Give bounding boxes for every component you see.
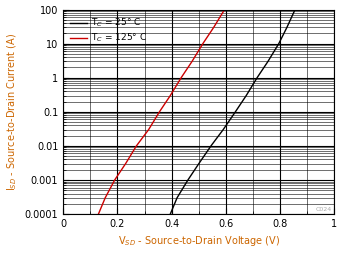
T$_C$ = 25° C xyxy=(293,8,297,11)
T$_C$ = 125° C xyxy=(134,144,139,147)
Line: T$_C$ = 25° C: T$_C$ = 25° C xyxy=(170,10,295,214)
Y-axis label: I$_{SD}$ - Source-to-Drain Current (A): I$_{SD}$ - Source-to-Drain Current (A) xyxy=(5,33,19,191)
T$_C$ = 25° C xyxy=(221,128,225,131)
T$_C$ = 25° C xyxy=(277,42,281,45)
T$_C$ = 125° C xyxy=(168,94,173,97)
T$_C$ = 25° C xyxy=(244,94,248,97)
T$_C$ = 25° C xyxy=(197,162,201,165)
T$_C$ = 25° C xyxy=(168,213,173,216)
T$_C$ = 25° C xyxy=(209,144,213,147)
Text: C024: C024 xyxy=(316,207,332,212)
T$_C$ = 125° C xyxy=(157,110,162,113)
T$_C$ = 25° C xyxy=(255,76,259,79)
T$_C$ = 125° C xyxy=(179,76,183,79)
Line: T$_C$ = 125° C: T$_C$ = 125° C xyxy=(98,10,225,214)
T$_C$ = 25° C xyxy=(233,110,237,113)
T$_C$ = 125° C xyxy=(96,213,100,216)
T$_C$ = 125° C xyxy=(190,60,194,63)
Legend: T$_C$ = 25° C, T$_C$ = 125° C: T$_C$ = 25° C, T$_C$ = 125° C xyxy=(68,14,150,47)
T$_C$ = 125° C xyxy=(223,8,227,11)
T$_C$ = 125° C xyxy=(113,178,117,181)
T$_C$ = 125° C xyxy=(103,196,107,199)
T$_C$ = 25° C xyxy=(266,60,270,63)
T$_C$ = 25° C xyxy=(175,196,179,199)
T$_C$ = 125° C xyxy=(201,42,205,45)
X-axis label: V$_{SD}$ - Source-to-Drain Voltage (V): V$_{SD}$ - Source-to-Drain Voltage (V) xyxy=(118,234,280,248)
T$_C$ = 125° C xyxy=(212,26,216,29)
T$_C$ = 125° C xyxy=(146,128,151,131)
T$_C$ = 25° C xyxy=(285,26,289,29)
T$_C$ = 25° C xyxy=(186,178,190,181)
T$_C$ = 125° C xyxy=(123,162,128,165)
